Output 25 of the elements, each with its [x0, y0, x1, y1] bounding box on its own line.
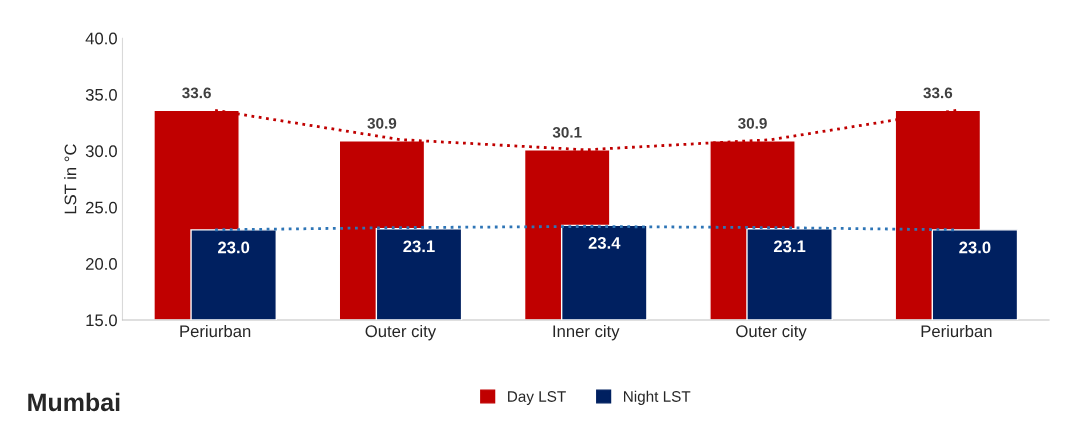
data-label: 33.6: [182, 87, 211, 99]
data-label: 33.6: [923, 87, 953, 99]
y-tick-label: 30.0: [85, 145, 117, 158]
data-label: 23.0: [218, 241, 250, 254]
data-label: 30.1: [552, 126, 582, 138]
y-tick-label: 35.0: [85, 88, 117, 101]
text: Mumbai: [28, 392, 120, 412]
y-tick-label: 40.0: [85, 32, 117, 45]
data-label: 23.1: [773, 240, 806, 253]
legend-label: Night LST: [624, 390, 691, 405]
y-tick-label: 15.0: [86, 314, 117, 327]
y-axis-title: LST in °C: [64, 144, 77, 214]
x-tick-label: Outer city: [736, 324, 807, 341]
data-label: 30.9: [738, 117, 767, 129]
data-label: 23.0: [959, 241, 991, 254]
x-tick-label: Inner city: [553, 324, 620, 341]
x-tick-label: Periurban: [921, 324, 992, 338]
legend-label: Day LST: [508, 391, 566, 405]
data-label: 30.9: [367, 117, 397, 129]
y-tick-label: 25.0: [86, 201, 117, 214]
y-tick-label: 20.0: [86, 258, 117, 270]
x-tick-label: Periurban: [180, 324, 251, 338]
data-label: 23.1: [403, 240, 435, 253]
data-label: 23.4: [588, 237, 621, 249]
x-tick-label: Outer city: [365, 324, 437, 341]
